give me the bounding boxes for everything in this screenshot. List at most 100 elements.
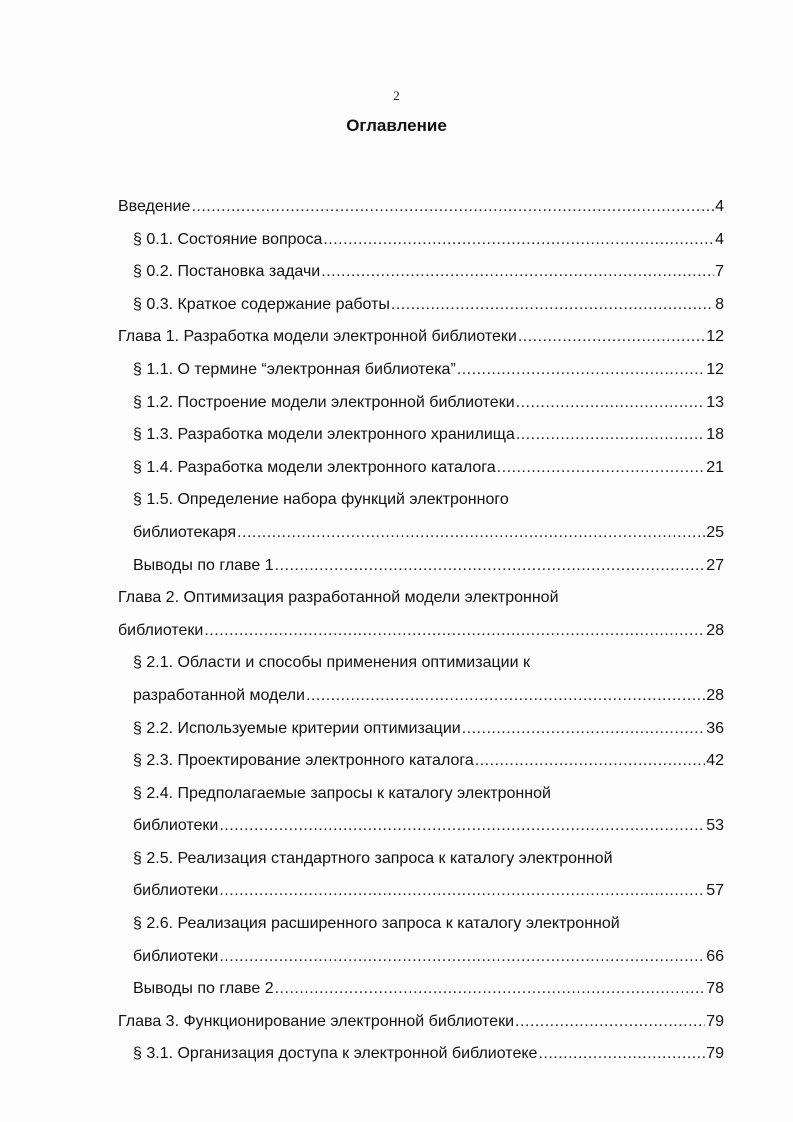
toc-entry-title: Глава 1. Разработка модели электронной б… bbox=[118, 328, 517, 346]
toc-page-number: 66 bbox=[706, 947, 724, 965]
toc-entry: библиотекаря 25 bbox=[118, 524, 724, 557]
toc-entry-title: § 1.4. Разработка модели электронного ка… bbox=[133, 458, 496, 476]
toc-entry: § 2.6. Реализация расширенного запроса к… bbox=[118, 915, 724, 948]
toc-entry-title: разработанной модели bbox=[133, 686, 305, 704]
toc-page-number: 78 bbox=[706, 980, 724, 998]
toc-entry-title: Выводы по главе 2 bbox=[133, 980, 274, 998]
dot-leader bbox=[497, 459, 706, 477]
toc-entry: разработанной модели 28 bbox=[118, 687, 724, 720]
toc-entry-title: библиотеки bbox=[133, 882, 219, 900]
toc-entry: библиотеки 28 bbox=[118, 622, 724, 655]
toc-entry: Введение 4 bbox=[118, 198, 724, 231]
dot-leader bbox=[219, 882, 705, 900]
toc-entry-title: § 3.1. Организация доступа к электронной… bbox=[133, 1045, 538, 1063]
toc-entry-title: Введение bbox=[118, 198, 191, 215]
toc-entry: § 2.3. Проектирование электронного катал… bbox=[118, 752, 724, 785]
toc-entry: § 2.4. Предполагаемые запросы к каталогу… bbox=[118, 785, 724, 818]
dot-leader bbox=[237, 524, 705, 542]
toc-entry-title: § 0.3. Краткое содержание работы bbox=[133, 295, 390, 313]
toc-page-number: 13 bbox=[706, 393, 724, 411]
toc-entry: библиотеки 57 bbox=[118, 882, 724, 915]
toc-page-number: 4 bbox=[715, 198, 724, 215]
toc-page-number: 79 bbox=[706, 1012, 724, 1030]
toc-entry-title: § 2.6. Реализация расширенного запроса к… bbox=[133, 915, 620, 933]
page-title: Оглавление bbox=[346, 116, 447, 135]
toc-page-number: 28 bbox=[706, 621, 724, 639]
toc-entry: § 2.1. Области и способы применения опти… bbox=[118, 654, 724, 687]
toc-page-number: 4 bbox=[715, 230, 724, 248]
dot-leader bbox=[275, 557, 706, 575]
dot-leader bbox=[518, 328, 705, 346]
toc-entry-title: Глава 3. Функционирование электронной би… bbox=[118, 1012, 515, 1030]
toc-entry: библиотеки 66 bbox=[118, 948, 724, 981]
dot-leader bbox=[323, 231, 714, 249]
toc-entry: § 1.3. Разработка модели электронного хр… bbox=[118, 426, 724, 459]
toc-entry: библиотеки 53 bbox=[118, 817, 724, 850]
toc-page-number: 18 bbox=[706, 426, 724, 444]
dot-leader bbox=[391, 296, 714, 314]
toc-page-number: 28 bbox=[706, 686, 724, 704]
dot-leader bbox=[538, 1045, 705, 1063]
toc-entry: § 0.2. Постановка задачи 7 bbox=[118, 263, 724, 296]
toc-entry-title: библиотеки bbox=[118, 621, 204, 639]
toc-page-number: 12 bbox=[706, 360, 724, 378]
toc-entry: Глава 2. Оптимизация разработанной модел… bbox=[118, 589, 724, 622]
toc-page-number: 7 bbox=[715, 263, 724, 281]
toc-entry: § 1.1. О термине “электронная библиотека… bbox=[118, 361, 724, 394]
toc-page-number: 36 bbox=[706, 719, 724, 737]
toc-entry-title: § 1.2. Построение модели электронной биб… bbox=[133, 393, 515, 411]
toc-entry-title: библиотеки bbox=[133, 947, 219, 965]
dot-leader bbox=[219, 817, 705, 835]
toc-entry-title: § 1.1. О термине “электронная библиотека… bbox=[133, 360, 456, 378]
toc-entry: § 1.4. Разработка модели электронного ка… bbox=[118, 459, 724, 492]
toc-page-number: 27 bbox=[706, 556, 724, 574]
toc-entry-title: § 2.3. Проектирование электронного катал… bbox=[133, 752, 474, 770]
toc-entry-title: Глава 2. Оптимизация разработанной модел… bbox=[118, 589, 559, 607]
toc-entry: § 2.2. Используемые критерии оптимизации… bbox=[118, 720, 724, 753]
toc-entry: Глава 3. Функционирование электронной би… bbox=[118, 1013, 724, 1046]
toc-entry-title: библиотекаря bbox=[133, 523, 237, 541]
toc-page-number: 53 bbox=[706, 817, 724, 835]
toc-entry-title: § 1.5. Определение набора функций электр… bbox=[133, 491, 509, 509]
dot-leader bbox=[515, 1013, 705, 1031]
dot-leader bbox=[306, 687, 705, 705]
toc-entry-title: § 2.1. Области и способы применения опти… bbox=[133, 654, 530, 672]
toc-entry: Выводы по главе 2 78 bbox=[118, 980, 724, 1013]
toc-page-number: 8 bbox=[715, 295, 724, 313]
toc-entry-title: § 2.2. Используемые критерии оптимизации bbox=[133, 719, 461, 737]
toc-page-number: 42 bbox=[706, 752, 724, 770]
toc-page-number: 79 bbox=[706, 1045, 724, 1063]
toc-entry: § 0.1. Состояние вопроса 4 bbox=[118, 231, 724, 264]
toc-page-number: 12 bbox=[706, 328, 724, 346]
toc-entry: § 3.1. Организация доступа к электронной… bbox=[118, 1045, 724, 1078]
dot-leader bbox=[219, 948, 705, 966]
toc-entry-title: библиотеки bbox=[133, 817, 219, 835]
toc-page-number: 57 bbox=[706, 882, 724, 900]
toc-entry: Выводы по главе 1 27 bbox=[118, 557, 724, 590]
table-of-contents: Введение 4 § 0.1. Состояние вопроса 4 § 0.2.… bbox=[118, 198, 724, 1078]
dot-leader bbox=[462, 720, 705, 738]
dot-leader bbox=[457, 361, 705, 379]
dot-leader bbox=[475, 752, 705, 770]
toc-entry: § 1.2. Построение модели электронной биб… bbox=[118, 394, 724, 427]
toc-entry-title: Выводы по главе 1 bbox=[133, 556, 274, 574]
page-number: 2 bbox=[393, 88, 400, 103]
dot-leader bbox=[516, 426, 705, 444]
toc-entry-title: § 2.4. Предполагаемые запросы к каталогу… bbox=[133, 784, 551, 802]
toc-entry: § 1.5. Определение набора функций электр… bbox=[118, 491, 724, 524]
toc-page-number: 21 bbox=[706, 458, 724, 476]
dot-leader bbox=[191, 198, 714, 216]
dot-leader bbox=[516, 394, 706, 412]
toc-entry-title: § 1.3. Разработка модели электронного хр… bbox=[133, 426, 515, 444]
toc-entry-title: § 0.1. Состояние вопроса bbox=[133, 230, 323, 248]
dot-leader bbox=[204, 622, 705, 640]
toc-entry: § 0.3. Краткое содержание работы 8 bbox=[118, 296, 724, 329]
dot-leader bbox=[321, 263, 714, 281]
dot-leader bbox=[275, 980, 706, 998]
toc-entry-title: § 2.5. Реализация стандартного запроса к… bbox=[133, 849, 613, 867]
toc-entry: Глава 1. Разработка модели электронной б… bbox=[118, 328, 724, 361]
toc-page-number: 25 bbox=[706, 523, 724, 541]
toc-entry: § 2.5. Реализация стандартного запроса к… bbox=[118, 850, 724, 883]
toc-entry-title: § 0.2. Постановка задачи bbox=[133, 263, 321, 281]
